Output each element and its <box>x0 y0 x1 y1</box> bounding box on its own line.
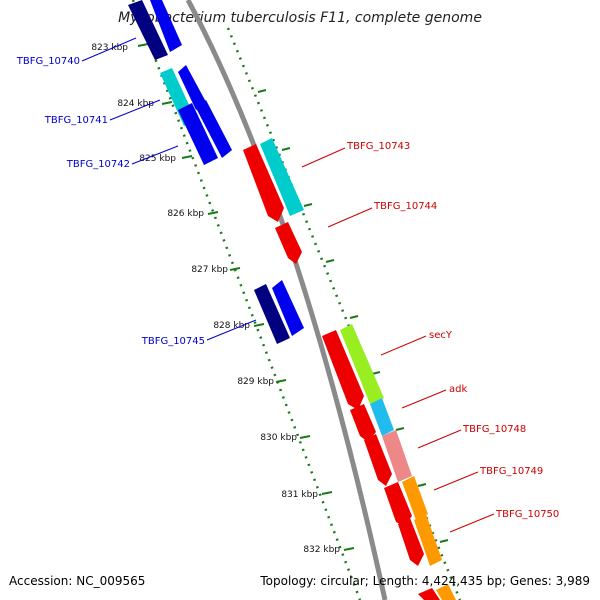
tick-mark <box>275 379 287 383</box>
tick-label-831: 831 kbp <box>281 490 318 500</box>
gene-red-3[interactable] <box>364 434 392 486</box>
gene-red-4[interactable] <box>384 482 412 526</box>
gene-red-2[interactable] <box>350 404 376 442</box>
tick-label-828: 828 kbp <box>213 321 250 331</box>
gene-TBFG_10743[interactable] <box>260 138 304 216</box>
tick-mark <box>325 259 335 263</box>
right-gene-labels: TBFG_10743 TBFG_10744 secY adk TBFG_1074… <box>301 141 559 533</box>
tick-mark <box>281 147 291 151</box>
gene-label-TBFG_10742[interactable]: TBFG_10742 <box>66 159 130 170</box>
right-track-ticks <box>257 89 449 543</box>
tick-mark <box>181 155 193 159</box>
tick-mark <box>257 89 267 93</box>
label-connector <box>81 37 137 62</box>
tick-mark <box>417 483 427 487</box>
tick-label-826: 826 kbp <box>167 209 204 219</box>
map-title: Mycobacterium tuberculosis F11, complete… <box>118 10 482 26</box>
gene-label-TBFG_10750[interactable]: TBFG_10750 <box>495 509 559 520</box>
gene-adk[interactable] <box>370 398 394 436</box>
gene-label-TBFG_10744[interactable]: TBFG_10744 <box>373 201 437 212</box>
tick-mark <box>349 315 359 319</box>
label-connector <box>380 335 427 356</box>
label-connector <box>131 145 179 165</box>
gene-label-TBFG_10740[interactable]: TBFG_10740 <box>16 56 80 67</box>
gene-TBFG_10740-a[interactable] <box>128 0 168 60</box>
label-connector <box>206 319 257 341</box>
label-connector <box>327 207 373 228</box>
gene-red-1[interactable] <box>322 330 364 410</box>
gene-TBFG_10749[interactable] <box>402 476 428 520</box>
gene-TBFG_10740-b[interactable] <box>150 0 182 52</box>
gene-label-TBFG_10745[interactable]: TBFG_10745 <box>141 336 205 347</box>
tick-mark <box>299 435 311 439</box>
gene-TBFG_10741-b[interactable] <box>178 65 206 110</box>
gene-TBFG_10743-red[interactable] <box>243 144 284 222</box>
gene-TBFG_10745-b[interactable] <box>272 280 304 336</box>
gene-label-TBFG_10741[interactable]: TBFG_10741 <box>44 115 108 126</box>
tick-track-left <box>131 0 362 600</box>
tick-mark <box>137 43 149 47</box>
tick-mark <box>253 323 265 327</box>
label-connector <box>433 471 479 491</box>
gene-orange-6[interactable] <box>436 584 456 600</box>
gene-label-secY[interactable]: secY <box>429 330 453 341</box>
accession-text: Accession: NC_009565 <box>9 574 146 588</box>
gene-TBFG_10742[interactable] <box>178 103 218 165</box>
gene-TBFG_10750[interactable] <box>414 514 442 566</box>
gene-label-adk[interactable]: adk <box>449 384 467 395</box>
label-connector <box>449 513 495 533</box>
gene-secY[interactable] <box>340 324 384 404</box>
tick-label-830: 830 kbp <box>260 433 297 443</box>
tick-mark <box>321 491 333 495</box>
genome-summary-text: Topology: circular; Length: 4,424,435 bp… <box>260 574 590 588</box>
gene-TBFG_10742-b[interactable] <box>196 100 232 158</box>
gene-TBFG_10748[interactable] <box>382 430 412 482</box>
gene-TBFG_10745[interactable] <box>254 284 290 344</box>
label-connector <box>301 147 346 168</box>
gene-label-TBFG_10749[interactable]: TBFG_10749 <box>479 466 543 477</box>
tick-mark <box>207 211 219 215</box>
label-connector <box>401 389 447 409</box>
gene-label-TBFG_10748[interactable]: TBFG_10748 <box>462 424 526 435</box>
gene-TBFG_10744[interactable] <box>275 222 302 264</box>
tick-labels: 823 kbp 824 kbp 825 kbp 826 kbp 827 kbp … <box>91 43 355 555</box>
tick-label-823: 823 kbp <box>91 43 128 53</box>
tick-label-824: 824 kbp <box>117 99 154 109</box>
tick-label-827: 827 kbp <box>191 265 228 275</box>
gene-red-6[interactable] <box>418 588 440 600</box>
tick-label-829: 829 kbp <box>237 377 274 387</box>
left-genes <box>128 0 304 344</box>
tick-mark <box>395 427 405 431</box>
label-connector <box>109 99 161 121</box>
tick-mark <box>229 267 241 271</box>
tick-mark <box>439 539 449 543</box>
left-gene-labels: TBFG_10740 TBFG_10741 TBFG_10742 TBFG_10… <box>16 37 257 347</box>
tick-mark <box>343 547 355 551</box>
tick-mark <box>161 101 173 105</box>
gene-label-TBFG_10743[interactable]: TBFG_10743 <box>346 141 410 152</box>
tick-label-825: 825 kbp <box>139 154 176 164</box>
tick-label-832: 832 kbp <box>303 545 340 555</box>
gene-red-5[interactable] <box>398 518 424 566</box>
label-connector <box>417 429 462 449</box>
right-genes <box>243 138 456 600</box>
tick-mark <box>303 203 313 207</box>
